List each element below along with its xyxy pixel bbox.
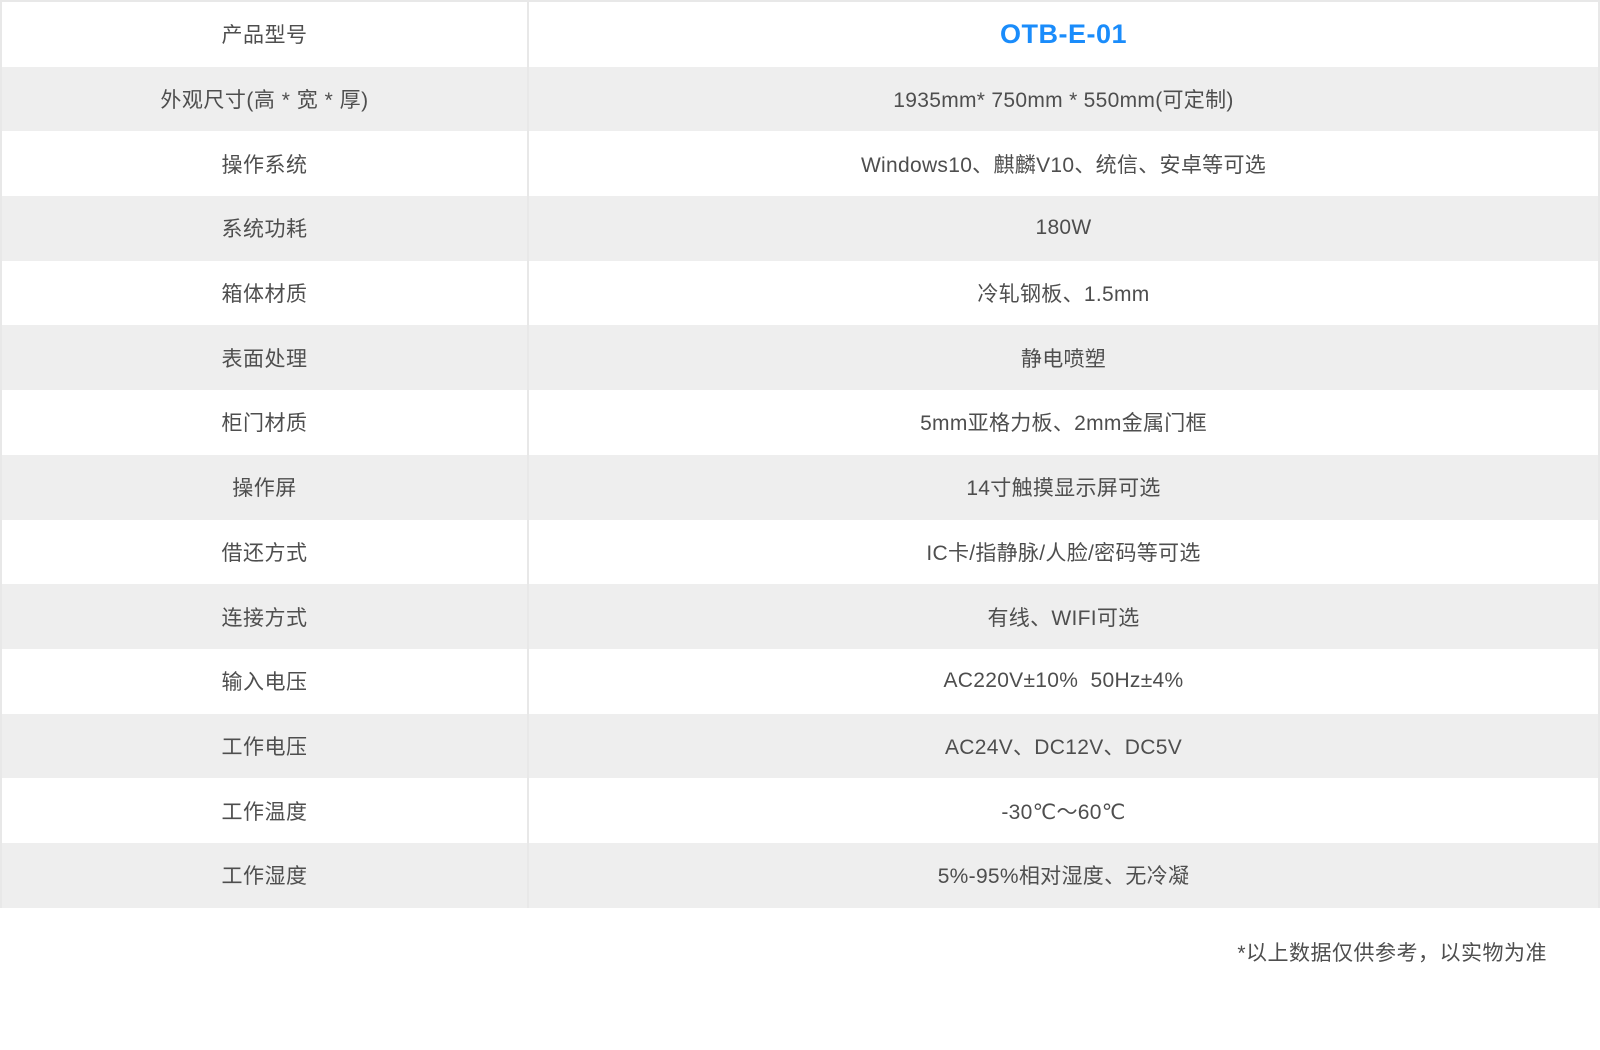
spec-table: 产品型号 OTB-E-01 外观尺寸(高 * 宽 * 厚) 1935mm* 75… xyxy=(0,0,1600,908)
spec-label: 外观尺寸(高 * 宽 * 厚) xyxy=(2,66,529,132)
spec-value: 180W xyxy=(1035,216,1092,240)
spec-label: 表面处理 xyxy=(2,325,529,391)
spec-value: AC24V、DC12V、DC5V xyxy=(944,735,1183,759)
spec-label: 产品型号 xyxy=(2,2,529,67)
spec-label: 箱体材质 xyxy=(2,260,529,326)
spec-label: 操作屏 xyxy=(2,454,529,520)
spec-label: 系统功耗 xyxy=(2,196,529,261)
table-row: 输入电压 AC220V±10% 50Hz±4% xyxy=(2,648,1598,714)
spec-label: 操作系统 xyxy=(2,131,529,197)
spec-value: 静电喷塑 xyxy=(1020,347,1107,371)
table-row: 工作电压 AC24V、DC12V、DC5V xyxy=(2,713,1598,779)
disclaimer-footnote: *以上数据仅供参考，以实物为准 xyxy=(1237,941,1547,965)
spec-value: 有线、WIFI可选 xyxy=(987,606,1140,630)
table-row: 箱体材质 冷轧钢板、1.5mm xyxy=(2,260,1598,326)
spec-value: 1935mm* 750mm * 550mm(可定制) xyxy=(893,89,1234,113)
spec-label: 连接方式 xyxy=(2,584,529,649)
spec-value: 5mm亚格力板、2mm金属门框 xyxy=(920,412,1207,436)
spec-value: IC卡/指静脉/人脸/密码等可选 xyxy=(926,541,1201,565)
spec-value: -30℃～60℃ xyxy=(1001,800,1126,824)
spec-value: 14寸触摸显示屏可选 xyxy=(966,477,1161,501)
table-row: 工作温度 -30℃～60℃ xyxy=(2,778,1598,843)
table-row: 外观尺寸(高 * 宽 * 厚) 1935mm* 750mm * 550mm(可定… xyxy=(2,66,1598,132)
spec-label: 工作温度 xyxy=(2,778,529,843)
spec-label: 工作电压 xyxy=(2,713,529,779)
spec-label: 工作湿度 xyxy=(2,842,529,908)
spec-label: 柜门材质 xyxy=(2,390,529,455)
spec-value: 5%-95%相对湿度、无冷凝 xyxy=(937,865,1190,889)
table-row: 连接方式 有线、WIFI可选 xyxy=(2,584,1598,649)
table-row: 操作系统 Windows10、麒麟V10、统信、安卓等可选 xyxy=(2,131,1598,197)
table-row: 表面处理 静电喷塑 xyxy=(2,325,1598,391)
spec-label: 输入电压 xyxy=(2,648,529,714)
table-row: 操作屏 14寸触摸显示屏可选 xyxy=(2,454,1598,520)
spec-label: 借还方式 xyxy=(2,519,529,585)
table-row: 借还方式 IC卡/指静脉/人脸/密码等可选 xyxy=(2,519,1598,585)
table-row: 柜门材质 5mm亚格力板、2mm金属门框 xyxy=(2,390,1598,455)
spec-value: Windows10、麒麟V10、统信、安卓等可选 xyxy=(860,153,1267,177)
table-row: 工作湿度 5%-95%相对湿度、无冷凝 xyxy=(2,842,1598,908)
spec-value-product-model: OTB-E-01 xyxy=(999,18,1128,49)
table-row: 产品型号 OTB-E-01 xyxy=(2,2,1598,67)
table-row: 系统功耗 180W xyxy=(2,196,1598,261)
spec-value: 冷轧钢板、1.5mm xyxy=(977,283,1150,307)
spec-value: AC220V±10% 50Hz±4% xyxy=(943,669,1184,693)
